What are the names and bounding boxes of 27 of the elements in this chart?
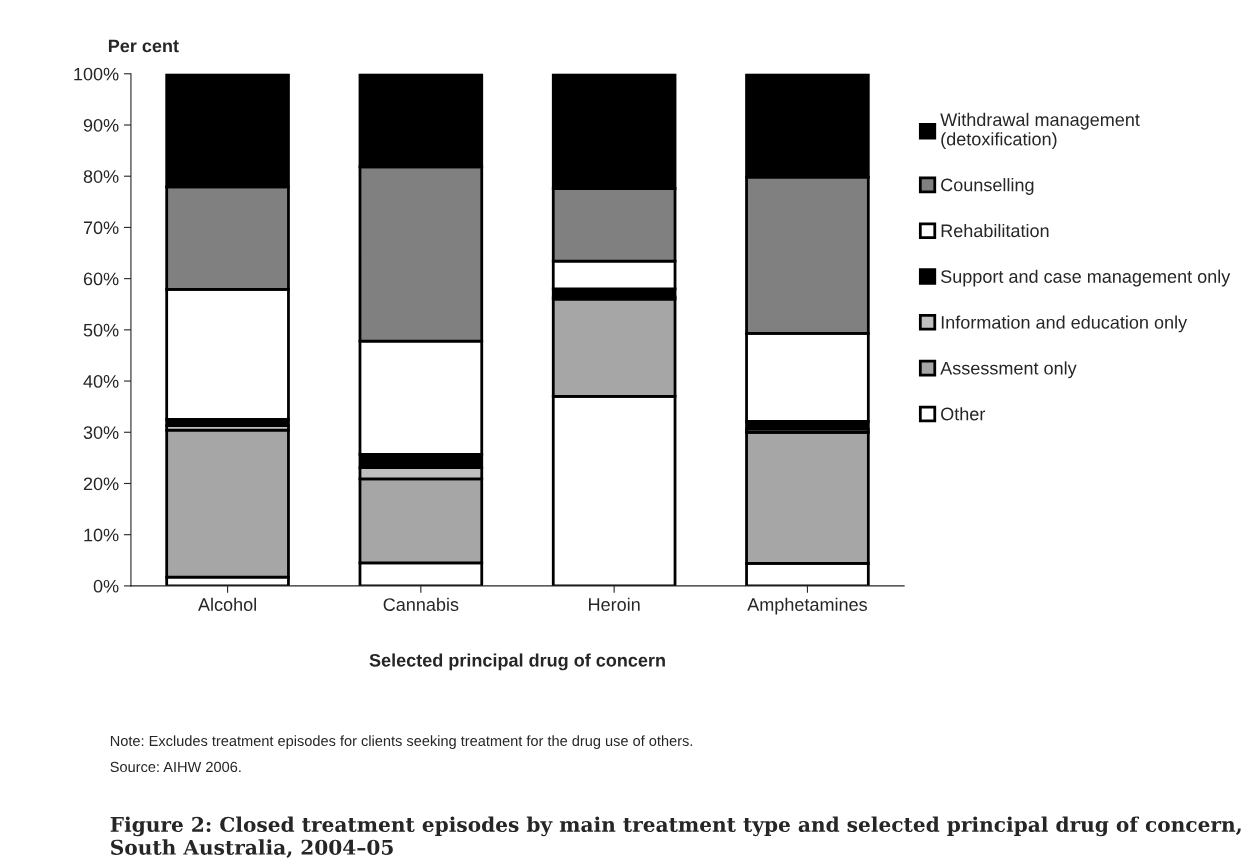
legend-label: Support and case management only bbox=[941, 269, 1231, 287]
x-tick-label: Cannabis bbox=[383, 597, 459, 611]
x-tick-label: Amphetamines bbox=[747, 597, 867, 615]
legend-label: Assessment only bbox=[940, 361, 1077, 379]
y-tick-label: 10% bbox=[84, 528, 119, 542]
text: Figure 2: Closed treatment episodes by main treatment type and selected principal drug of concern, South Australia, 2004–05 bbox=[110, 816, 1241, 858]
source-note: Source: AIHW 2006. bbox=[110, 761, 241, 773]
y-tick-label: 70% bbox=[83, 221, 119, 235]
y-tick-label: 0% bbox=[93, 579, 119, 593]
legend-label: Information and education only bbox=[941, 315, 1188, 333]
legend-label: Other bbox=[941, 407, 986, 421]
x-tick-label: Alcohol bbox=[198, 597, 256, 611]
y-tick-label: 20% bbox=[83, 477, 119, 491]
y-tick-label: 50% bbox=[83, 323, 119, 337]
x-axis-title: Selected principal drug of concern bbox=[369, 653, 665, 671]
legend-label: Rehabilitation bbox=[941, 223, 1049, 238]
y-tick-label: 30% bbox=[83, 426, 119, 439]
y-tick-label: 40% bbox=[83, 374, 119, 388]
legend-label: Counselling bbox=[941, 178, 1034, 195]
y-tick-label: 60% bbox=[83, 272, 119, 286]
y-tick-label: 90% bbox=[83, 118, 119, 132]
y-axis-title: Per cent bbox=[108, 39, 179, 53]
text: Note: Excludes treatment episodes for clients seeking treatment for the drug use of others. bbox=[110, 735, 693, 749]
legend-label: Withdrawal management (detoxification) bbox=[940, 112, 1140, 150]
y-tick-label: 80% bbox=[83, 170, 119, 183]
x-tick-label: Heroin bbox=[589, 597, 640, 611]
y-tick-label: 100% bbox=[74, 67, 119, 81]
